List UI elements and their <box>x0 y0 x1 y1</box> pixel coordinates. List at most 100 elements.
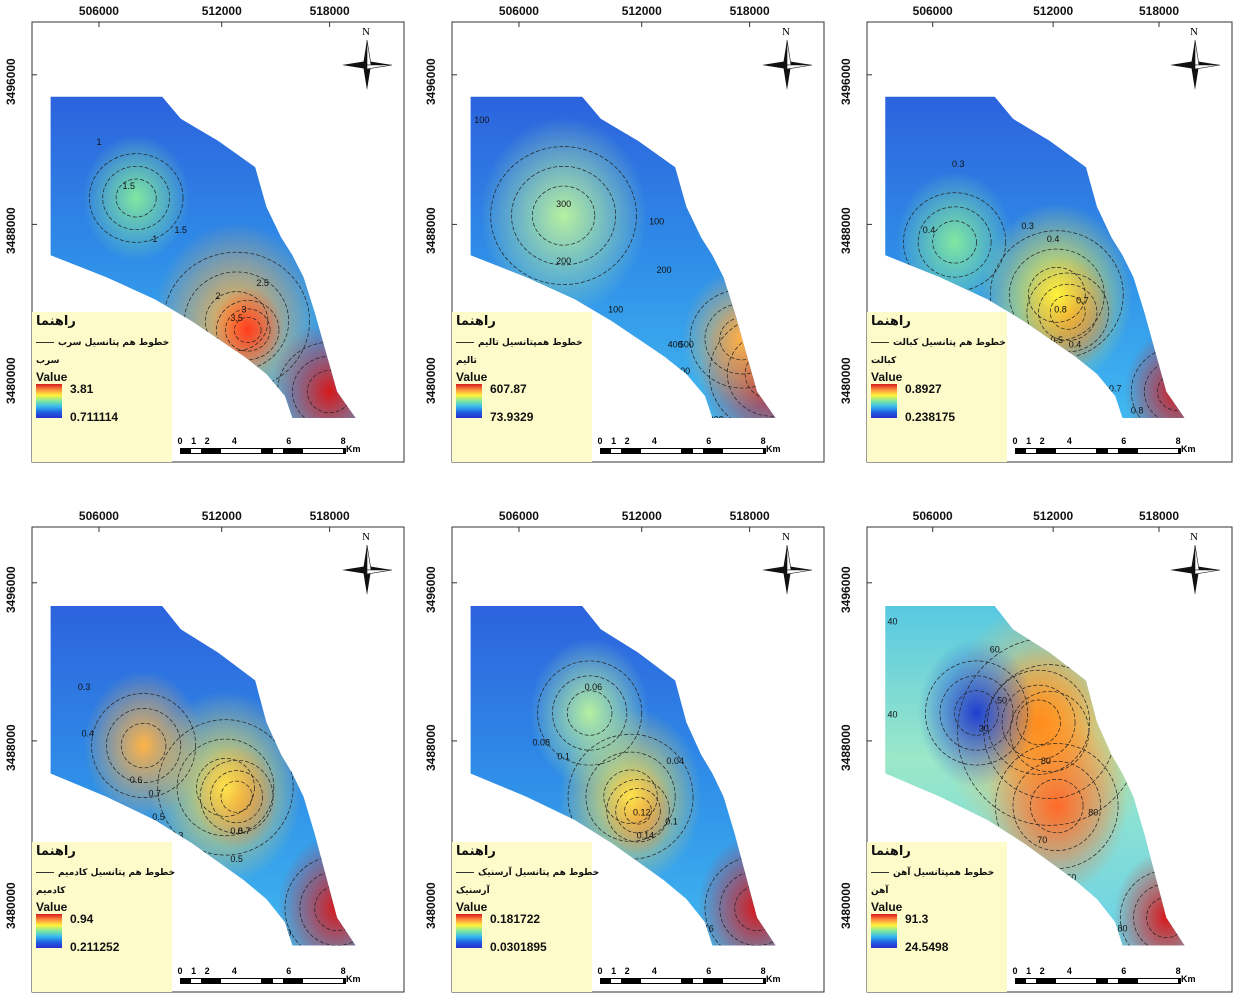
x-axis-tick: 512000 <box>621 509 662 523</box>
contour-label: 70 <box>1037 835 1047 845</box>
legend-value-high: 607.87 <box>490 382 527 396</box>
legend-element-name: آرسنیک <box>456 886 490 896</box>
map-panel-thallium: 506000 512000 518000 3496000 3488000 3480000 1… <box>420 0 830 470</box>
contour-label: 0.8 <box>1131 406 1144 416</box>
scale-bar-label: 6 <box>1121 966 1127 976</box>
legend-contour-label: خطوط هم پتانسیل سرب <box>58 338 170 348</box>
contour-label: 300 <box>556 199 571 209</box>
map-panel-lead: 506000 512000 518000 3496000 3488000 3480000 1… <box>0 0 410 470</box>
contour-label: 300 <box>675 366 690 376</box>
scale-bar: 0 1 2 4 6 8 Km <box>177 436 370 458</box>
contour-label: 400 <box>668 340 683 350</box>
legend-contour-line: خطوط همپتانسیل آهن <box>871 868 1005 878</box>
x-axis-tick: 512000 <box>201 509 242 523</box>
scale-bar-label: 0 <box>597 436 603 446</box>
scale-bar-label: 1 <box>191 966 197 976</box>
contour-line-swatch <box>36 342 54 343</box>
north-label: N <box>1190 26 1198 38</box>
map-panel-arsenic: 506000 512000 518000 3496000 3488000 3480000 0… <box>420 505 830 1000</box>
legend-title: راهنما <box>456 314 496 329</box>
scale-bar: 0 1 2 4 6 8 Km <box>1012 966 1205 988</box>
scale-bar-label: 4 <box>231 436 237 446</box>
contour-label: 0.4 <box>1047 234 1060 244</box>
scale-bar-unit: Km <box>766 974 781 984</box>
contour-line-swatch <box>36 872 54 873</box>
x-axis-tick: 506000 <box>912 4 953 18</box>
contour-label: 0.6 <box>130 775 143 785</box>
legend-title: راهنما <box>36 314 76 329</box>
map-panel-cobalt: 506000 512000 518000 3496000 3488000 3480000 0… <box>835 0 1238 470</box>
contour-label: 40 <box>888 617 898 627</box>
legend-value-low: 0.211252 <box>70 940 120 954</box>
contour-label: 30 <box>979 724 989 734</box>
scale-bar-graphic <box>600 978 766 984</box>
contour-label: 0.7 <box>1109 384 1122 394</box>
north-arrow-icon: N <box>1168 26 1222 90</box>
legend-title: راهنما <box>871 314 911 329</box>
legend-value-label: Value <box>36 370 68 384</box>
legend-contour-label: خطوط هم پتانسیل آرسنیک <box>478 868 600 878</box>
legend-value-label: Value <box>456 900 488 914</box>
x-axis-tick: 518000 <box>1138 509 1180 523</box>
contour-label: 0.4 <box>1069 340 1082 350</box>
contour-label: 0.08 <box>533 738 551 748</box>
contour-label: 80 <box>1041 756 1051 766</box>
legend-value-label: Value <box>36 900 68 914</box>
contour-line-swatch <box>456 342 474 343</box>
contour-label: 500 <box>679 340 694 350</box>
map-legend: راهنما خطوط همپتانسیل تالیم تالیم Value 607.… <box>452 312 592 462</box>
legend-value-low: 0.238175 <box>905 410 956 424</box>
scale-bar: 0 1 2 4 6 8 Km <box>597 436 790 458</box>
scale-bar-label: 0 <box>597 966 603 976</box>
scale-bar-label: 2 <box>204 436 210 446</box>
interpolation-map: 100300200100200100400300500200200 <box>451 21 825 463</box>
legend-contour-line: خطوط همپتانسیل تالیم <box>456 338 590 348</box>
color-ramp <box>871 914 897 948</box>
map-legend: راهنما خطوط هم پتانسیل کادمیم کادمیم Value 0… <box>32 842 175 992</box>
contour-label: 0.5 <box>1051 335 1064 345</box>
legend-value-low: 73.9329 <box>490 410 534 424</box>
scale-bar-label: 0 <box>177 966 183 976</box>
contour-label: 100 <box>649 216 664 226</box>
legend-element-name: کادمیم <box>36 886 66 896</box>
legend-title: راهنما <box>456 844 496 859</box>
contour-label: 0.14 <box>637 831 655 841</box>
x-axis-tick: 512000 <box>1033 509 1074 523</box>
legend-title: راهنما <box>36 844 76 859</box>
contour-label: 200 <box>657 265 672 275</box>
contour-label: 0.7 <box>238 826 251 836</box>
legend-element-name: تالیم <box>456 356 477 366</box>
scale-bar: 0 1 2 4 6 8 Km <box>1012 436 1205 458</box>
north-label: N <box>782 26 790 38</box>
contour-label: 0.12 <box>633 807 651 817</box>
x-axis-tick: 512000 <box>201 4 242 18</box>
north-label: N <box>362 26 370 38</box>
scale-bar-label: 8 <box>1175 436 1181 446</box>
scale-bar-graphic <box>1015 448 1181 454</box>
contour-label: 0.3 <box>1021 221 1034 231</box>
scale-bar-unit: Km <box>346 444 361 454</box>
legend-value-label: Value <box>871 370 903 384</box>
contour-label: 50 <box>997 696 1007 706</box>
legend-contour-line: خطوط هم پتانسیل سرب <box>36 338 170 348</box>
scale-bar-unit: Km <box>346 974 361 984</box>
scale-bar: 0 1 2 4 6 8 Km <box>177 966 370 988</box>
contour-label: 200 <box>556 256 571 266</box>
map-legend: راهنما خطوط هم پتانسیل کبالت کبالت Value 0.8… <box>867 312 1007 462</box>
contour-label: 0.3 <box>78 682 91 692</box>
legend-contour-label: خطوط هم پتانسیل کبالت <box>893 338 1006 348</box>
x-axis-tick: 518000 <box>1138 4 1180 18</box>
x-axis-tick: 506000 <box>498 4 539 18</box>
interpolation-map: 11.511.522.533.5211.52.53 <box>31 21 405 463</box>
contour-label: 100 <box>608 304 623 314</box>
north-label: N <box>362 531 370 543</box>
contour-line-swatch <box>456 872 474 873</box>
contour-label: 0.3 <box>952 159 965 169</box>
scale-bar-label: 8 <box>340 436 346 446</box>
scale-bar-label: 8 <box>1175 966 1181 976</box>
contour-label: 0.8 <box>1054 304 1067 314</box>
scale-bar-label: 4 <box>651 966 657 976</box>
contour-line-swatch <box>871 872 889 873</box>
contour-label: 0.5 <box>230 854 243 864</box>
legend-element-name: سرب <box>36 356 60 366</box>
